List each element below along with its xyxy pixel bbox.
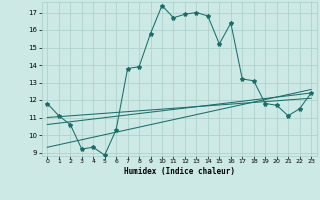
X-axis label: Humidex (Indice chaleur): Humidex (Indice chaleur) [124,167,235,176]
